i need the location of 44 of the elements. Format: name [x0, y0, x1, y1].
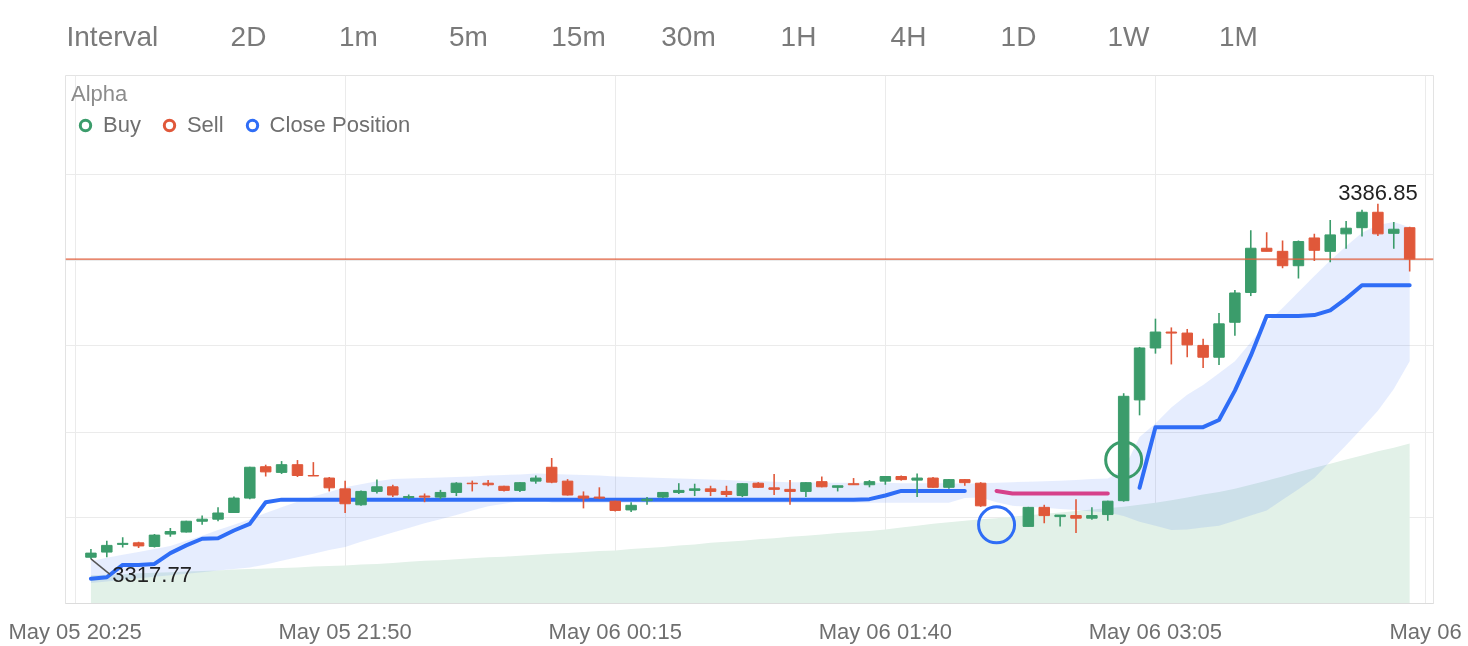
x-tick-label: May 06 01:40	[818, 618, 952, 644]
text: 1m	[339, 20, 378, 52]
text: 1M	[1219, 20, 1258, 52]
text: Interval	[66, 20, 159, 52]
candlestick	[339, 479, 351, 514]
candlestick	[1356, 208, 1368, 238]
annotation: 3317.77	[112, 561, 192, 587]
x-tick-label: May 05 21:50	[278, 618, 412, 644]
candlestick	[974, 481, 987, 508]
candlestick	[784, 479, 796, 506]
candlestick	[545, 457, 558, 484]
candlestick	[768, 473, 780, 496]
candlestick	[1086, 506, 1098, 521]
x-tick-label: May 06 03:05	[1088, 618, 1223, 644]
x-tick-label: May 05 20:25	[8, 618, 142, 644]
text: 1D	[1000, 20, 1037, 52]
candlestick	[911, 472, 923, 498]
x-tick-label: May 06	[1389, 618, 1462, 644]
candlestick	[673, 482, 685, 495]
legend-label: Close Position	[269, 112, 411, 138]
text: 4H	[890, 20, 927, 52]
candlestick	[1260, 231, 1273, 253]
candlestick	[1149, 317, 1162, 355]
candlestick	[1197, 337, 1209, 369]
text: 2D	[230, 20, 267, 52]
candlestick	[1324, 219, 1336, 263]
candlestick	[1388, 221, 1400, 250]
legend-label: Buy	[103, 112, 141, 138]
text: 1H	[780, 20, 817, 52]
candlestick	[1070, 498, 1082, 534]
legend-label: Sell	[186, 112, 224, 138]
text: 1W	[1107, 20, 1151, 52]
candlestick	[1181, 328, 1193, 359]
text: 30m	[661, 20, 716, 52]
text: 5m	[449, 20, 488, 52]
x-tick-label: May 06 00:15	[548, 618, 682, 644]
candlestick	[1038, 503, 1050, 525]
candlestick	[1372, 202, 1384, 237]
candlestick	[1165, 326, 1178, 366]
candlestick	[1054, 514, 1066, 528]
annotation: 3386.85	[1338, 179, 1418, 205]
candlestick	[1340, 220, 1352, 250]
text: 15m	[551, 20, 606, 52]
legend-title: Alpha	[71, 81, 129, 107]
